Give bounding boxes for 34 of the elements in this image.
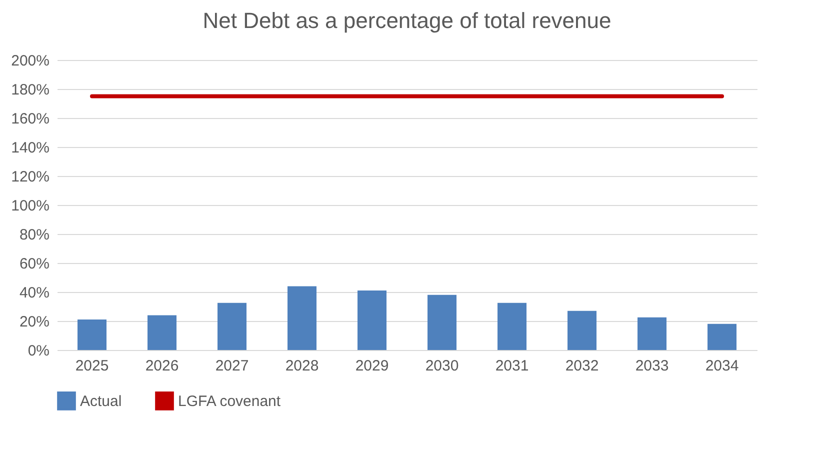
y-tick-label: 0% [28,342,50,360]
x-tick-label: 2030 [425,358,459,374]
y-tick-label: 180% [11,82,50,98]
x-tick-label: 2028 [285,358,319,374]
x-tick-label: 2033 [635,358,669,374]
bar [568,310,596,350]
y-tick-label: 160% [11,110,50,128]
bar [498,302,526,350]
y-tick-label: 80% [19,226,50,244]
bar [218,302,246,350]
y-tick-label: 200% [11,52,50,70]
x-tick-label: 2034 [705,358,739,374]
bar [78,320,106,350]
legend-label: LGFA covenant [178,392,282,410]
y-tick-label: 40% [19,284,50,302]
bar [708,324,736,350]
x-tick-label: 2025 [75,358,109,374]
y-tick-label: 60% [19,256,50,272]
y-tick-label: 120% [11,168,50,186]
y-tick-label: 100% [11,198,50,214]
legend-label: Actual [80,392,122,410]
bar [148,315,176,350]
x-tick-label: 2031 [495,358,529,374]
x-tick-label: 2026 [145,358,179,374]
x-tick-label: 2029 [355,358,389,374]
y-tick-label: 140% [11,140,50,156]
bar [428,294,456,350]
x-tick-label: 2032 [565,358,599,374]
bar [638,317,666,350]
chart-title: Net Debt as a percentage of total revenue [202,8,612,33]
y-tick-label: 20% [19,314,50,330]
bar [288,286,316,350]
bar [358,290,386,350]
x-tick-label: 2027 [215,358,249,374]
